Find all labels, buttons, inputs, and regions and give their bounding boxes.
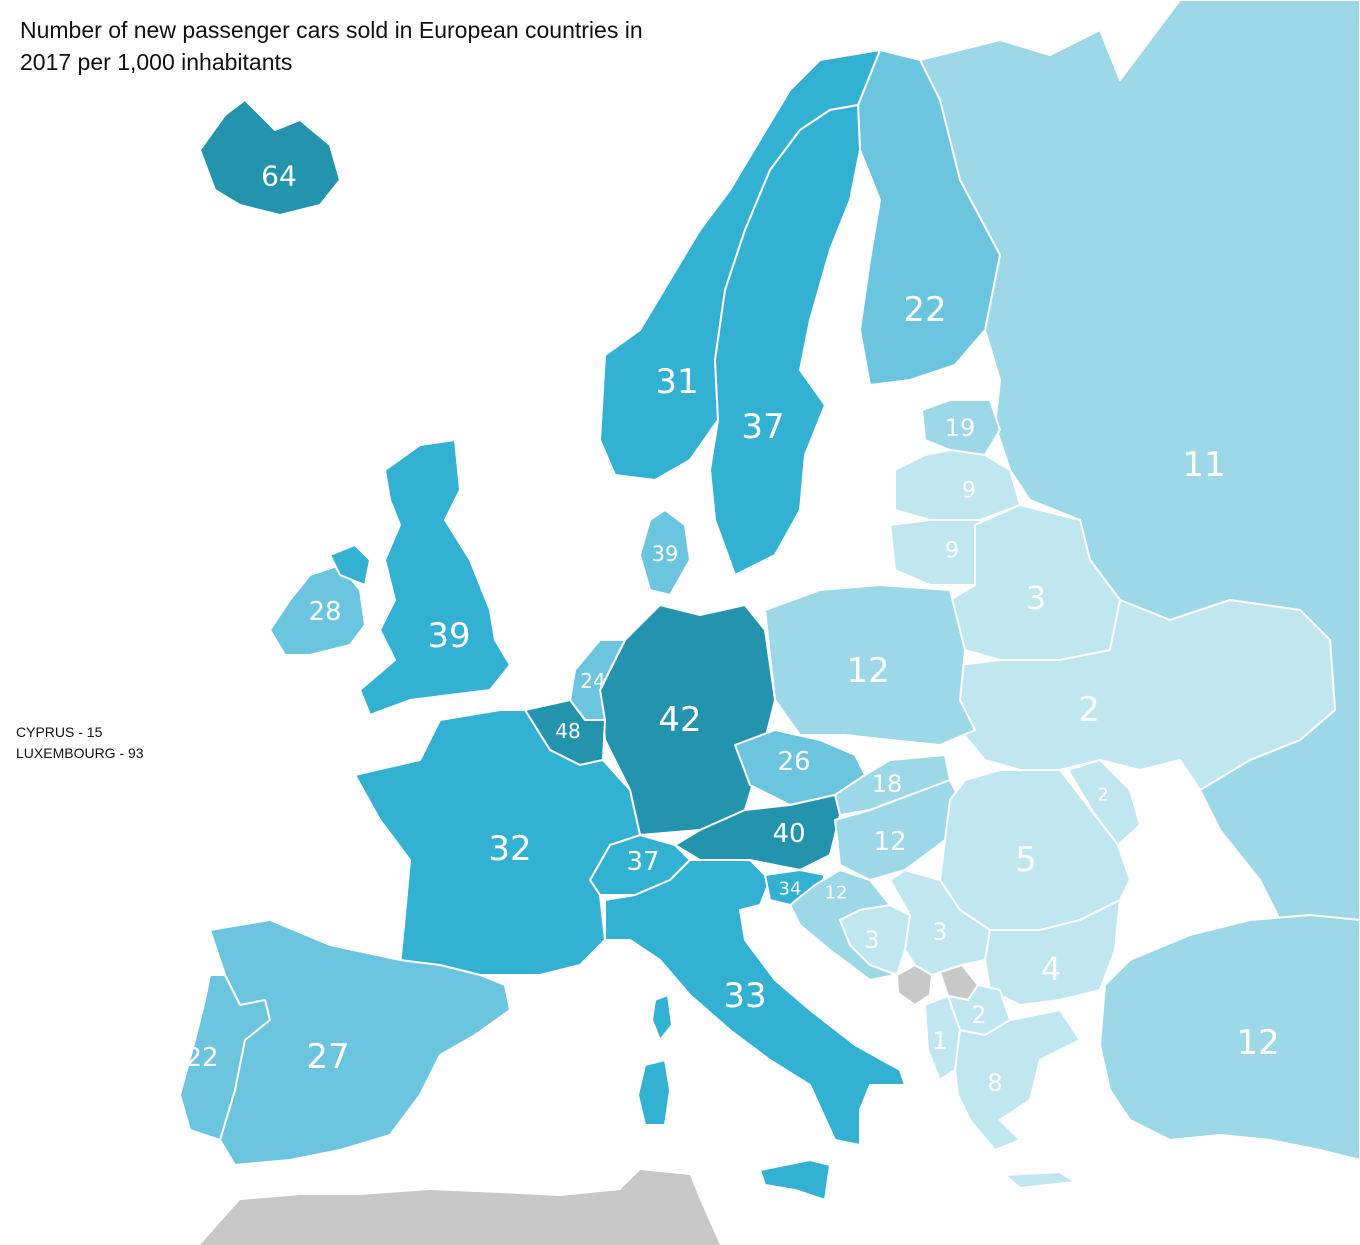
- portugal-shape: [179, 974, 271, 1141]
- france-shape: [354, 709, 641, 976]
- value-label-ukraine: 2: [1078, 690, 1100, 730]
- country-shapes: [179, 0, 1360, 1201]
- value-label-portugal: 22: [185, 1043, 218, 1073]
- value-label-france: 32: [488, 829, 531, 869]
- value-label-turkey: 12: [1236, 1023, 1279, 1063]
- value-label-russia: 11: [1182, 445, 1225, 485]
- side-notes: CYPRUS - 15 LUXEMBOURG - 93: [16, 722, 144, 764]
- serbia-shape: [889, 869, 991, 976]
- value-label-ireland: 28: [308, 597, 341, 627]
- value-label-czech-republic: 26: [777, 747, 810, 777]
- note-luxembourg: LUXEMBOURG - 93: [16, 745, 144, 761]
- uk-shape: [359, 439, 511, 716]
- sweden-shape: [709, 104, 861, 576]
- iceland-shape: [199, 99, 341, 216]
- title-line-2: 2017 per 1,000 inhabitants: [20, 49, 293, 75]
- value-label-croatia: 12: [825, 883, 848, 904]
- value-label-hungary: 12: [873, 827, 906, 857]
- sicily-shape: [759, 1159, 831, 1201]
- nodata-regions: [200, 964, 979, 1245]
- northern-ireland-shape: [329, 544, 371, 586]
- sardinia-shape: [637, 1059, 671, 1126]
- map-title: Number of new passenger cars sold in Eur…: [20, 14, 720, 78]
- value-label-belarus: 3: [1026, 579, 1046, 617]
- value-label-norway: 31: [655, 362, 698, 402]
- value-label-estonia: 19: [945, 414, 976, 442]
- finland-shape: [857, 49, 1001, 386]
- value-label-italy: 33: [723, 976, 766, 1016]
- ireland-shape: [269, 564, 366, 656]
- denmark-shape: [639, 509, 691, 596]
- note-cyprus: CYPRUS - 15: [16, 724, 103, 740]
- value-label-greece: 8: [987, 1069, 1002, 1097]
- turkey-shape: [1099, 914, 1360, 1161]
- crete-shape: [1004, 1171, 1076, 1189]
- north-africa-land: [200, 1170, 720, 1245]
- bulgaria-shape: [984, 899, 1121, 1006]
- value-label-netherlands: 24: [580, 669, 605, 693]
- value-label-bosnia-and-herzegovina: 3: [864, 926, 879, 954]
- corsica-shape: [651, 994, 673, 1041]
- value-label-slovenia: 34: [779, 879, 802, 900]
- value-label-romania: 5: [1015, 840, 1037, 880]
- italy-shape: [604, 859, 906, 1146]
- value-label-switzerland: 37: [626, 847, 659, 877]
- value-label-denmark: 39: [652, 542, 679, 566]
- value-label-spain: 27: [306, 1037, 349, 1077]
- value-label-bulgaria: 4: [1041, 950, 1061, 988]
- value-label-serbia: 3: [932, 918, 947, 946]
- greece-shape: [954, 1009, 1081, 1151]
- value-label-latvia: 9: [962, 479, 976, 504]
- value-label-united-kingdom: 39: [427, 616, 470, 656]
- value-label-north-macedonia: 2: [971, 1001, 986, 1029]
- value-label-slovakia: 18: [872, 770, 903, 798]
- value-label-sweden: 37: [741, 407, 784, 447]
- value-label-finland: 22: [903, 290, 946, 330]
- estonia-shape: [921, 399, 1001, 456]
- value-label-germany: 42: [658, 700, 701, 740]
- value-label-iceland: 64: [261, 160, 297, 193]
- latvia-shape: [894, 449, 1021, 521]
- value-label-albania: 1: [932, 1027, 947, 1055]
- value-label-austria: 40: [772, 819, 805, 849]
- value-label-poland: 12: [846, 651, 889, 691]
- value-label-lithuania: 9: [945, 539, 959, 564]
- title-line-1: Number of new passenger cars sold in Eur…: [20, 17, 643, 43]
- value-label-belgium: 48: [555, 719, 580, 743]
- value-label-moldova: 2: [1097, 785, 1108, 806]
